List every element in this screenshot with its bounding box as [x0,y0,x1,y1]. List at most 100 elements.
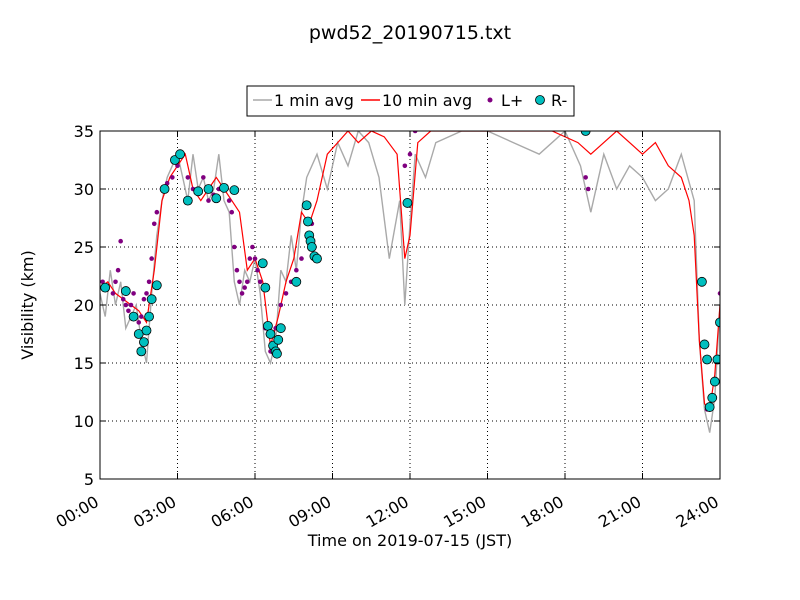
legend-label-1min: 1 min avg [274,91,354,110]
rminus-point [146,294,157,305]
lplus-point [234,267,240,273]
rminus-point [139,337,149,348]
x-axis: 00:00 03:00 06:00 09:00 12:00 15:00 18:00 21:00… [53,131,722,532]
x-tick-label: 03:00 [130,492,179,532]
lplus-point [146,279,152,285]
lplus-point [226,198,232,203]
lplus-point [206,198,211,203]
chart-title: pwd52_20190715.txt [309,22,511,44]
lplus-point [244,279,250,285]
x-tick-label: 09:00 [285,492,334,532]
lplus-point [242,285,247,290]
legend-box [246,85,575,117]
y-tick-label: 30 [74,180,94,199]
x-tick-label: 18:00 [518,492,567,532]
lplus-point [126,308,131,314]
legend-label-rminus: R- [551,91,567,110]
lplus-point [402,163,408,169]
lplus-point [149,256,154,261]
rminus-point [312,253,322,264]
legend-label-10min: 10 min avg [382,91,472,110]
lplus-point [257,279,263,285]
lplus-point [151,221,157,227]
lplus-point [141,296,147,302]
lplus-point [118,238,123,244]
rminus-point [182,195,193,206]
rminus-point [580,131,591,136]
y-tick-label: 35 [74,122,94,141]
rminus-point [402,198,413,208]
rminus-point [100,282,111,293]
x-tick-label: 06:00 [208,492,257,532]
lplus-point [144,291,149,296]
rminus-point [712,354,720,365]
lplus-point [585,186,591,192]
lplus-point [110,291,116,296]
rminus-point [273,334,284,345]
x-axis-label: Time on 2019-07-15 (JST) [307,531,512,550]
rminus-point [203,184,214,194]
lplus-point [115,267,121,273]
y-tick-label: 10 [74,412,94,431]
lplus-point [201,175,206,180]
lplus-point [237,279,242,285]
lplus-point [255,267,260,273]
legend-label-lplus: L+ [501,91,523,110]
rminus-point [128,311,139,322]
lplus-point [136,320,142,325]
rminus-point [229,185,240,196]
rminus-point [709,376,720,387]
rminus-point [272,348,282,359]
rminus-point [257,258,268,269]
rminus-point [306,242,317,252]
rminus-point [303,216,313,227]
y-tick-label: 20 [74,296,94,315]
series-rminus [100,131,720,412]
rminus-point [263,320,273,331]
lplus-point [139,314,144,319]
y-tick-label: 25 [74,238,94,257]
lplus-point [128,302,134,308]
x-tick-label: 00:00 [53,492,102,532]
lplus-point [154,209,160,215]
plot-area [100,131,720,433]
x-tick-label: 21:00 [595,492,644,532]
x-tick-label: 24:00 [673,492,722,532]
lplus-point [412,131,418,134]
legend-swatch-lplus [487,97,493,103]
grid [100,131,720,479]
lplus-point [407,151,413,157]
rminus-point [120,286,131,296]
legend: 1 min avg 10 min avg L+ R- [246,85,575,117]
lplus-point [123,302,129,308]
rminus-point [159,184,170,194]
rminus-point [265,329,276,339]
lplus-point [239,291,245,296]
rminus-point [704,402,715,412]
rminus-point [275,323,286,334]
x-tick-label: 12:00 [363,492,412,532]
y-tick-label: 15 [74,354,94,373]
lplus-point [185,175,191,180]
lplus-point [170,175,175,180]
lplus-point [717,291,720,296]
lplus-point [131,291,136,296]
lplus-point [113,279,118,285]
lplus-point [583,175,588,180]
rminus-point [144,311,154,322]
lplus-point [247,256,253,261]
legend-swatch-rminus [535,95,545,105]
rminus-point [697,276,707,287]
rminus-point [301,200,312,211]
lplus-point [283,291,289,296]
rminus-point [141,325,152,336]
rminus-point [175,149,185,160]
rminus-point [291,276,302,287]
y-tick-label: 5 [84,470,94,489]
lplus-point [299,256,304,261]
rminus-point [151,280,162,291]
lplus-point [294,267,299,273]
rminus-point [707,392,718,403]
y-axis: 5 10 15 20 25 30 35 [74,122,720,489]
